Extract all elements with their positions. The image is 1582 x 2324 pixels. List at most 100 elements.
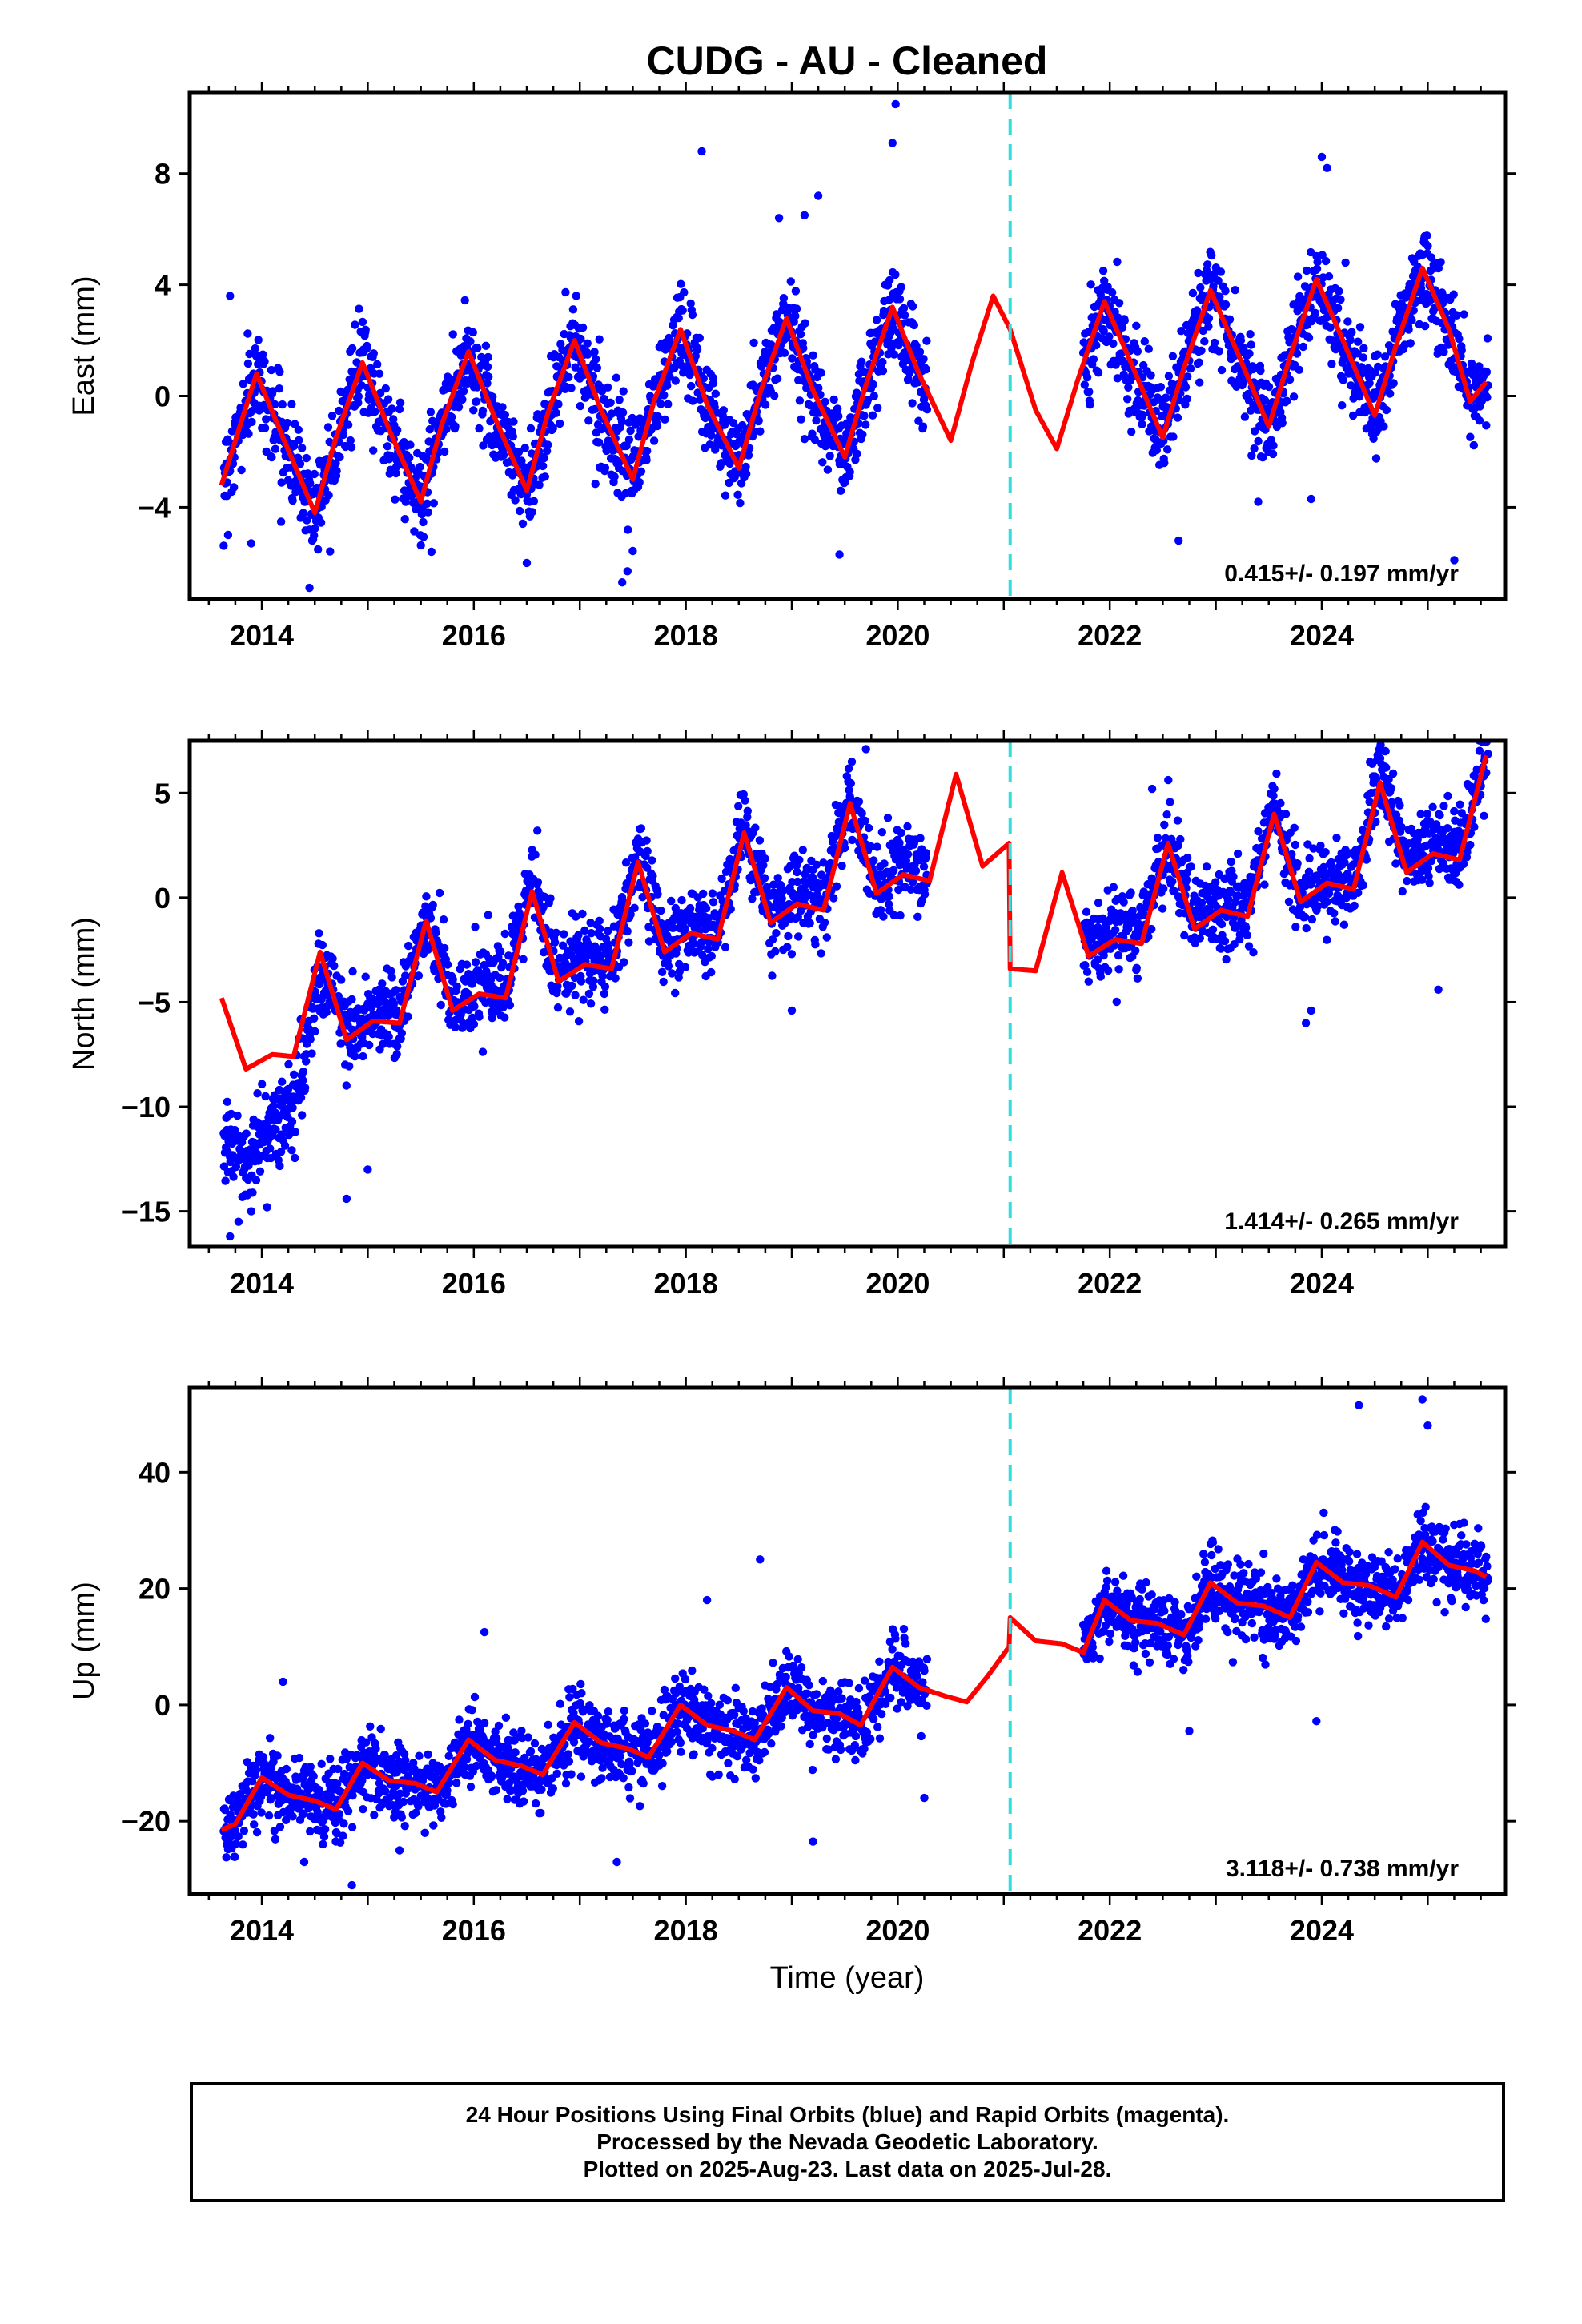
data-point bbox=[674, 973, 683, 982]
data-point bbox=[825, 452, 834, 460]
data-point bbox=[1084, 977, 1094, 986]
data-point bbox=[1452, 311, 1461, 320]
data-point bbox=[473, 344, 482, 352]
data-point bbox=[401, 497, 410, 506]
data-point bbox=[505, 1001, 515, 1010]
data-point bbox=[428, 900, 437, 910]
data-point bbox=[387, 404, 396, 413]
data-point bbox=[1173, 816, 1182, 825]
data-point bbox=[230, 483, 239, 492]
data-point bbox=[787, 950, 797, 959]
data-point bbox=[440, 447, 449, 456]
data-point bbox=[741, 821, 750, 830]
data-point bbox=[604, 943, 612, 952]
data-point bbox=[254, 336, 263, 344]
data-point bbox=[509, 417, 518, 426]
data-point bbox=[1214, 276, 1223, 285]
data-point bbox=[1126, 888, 1135, 897]
data-point bbox=[588, 983, 598, 991]
data-point bbox=[518, 519, 528, 529]
data-point bbox=[1347, 328, 1356, 336]
data-point bbox=[460, 296, 469, 305]
data-point bbox=[817, 368, 825, 377]
data-point bbox=[1327, 360, 1336, 368]
data-point bbox=[423, 499, 432, 508]
data-point bbox=[327, 412, 337, 420]
data-point bbox=[471, 923, 480, 931]
data-point bbox=[522, 490, 532, 499]
data-point bbox=[391, 495, 400, 504]
data-point bbox=[1221, 300, 1231, 309]
data-point bbox=[442, 424, 451, 434]
data-point bbox=[260, 424, 270, 432]
data-point bbox=[1324, 272, 1334, 281]
data-point bbox=[576, 401, 584, 411]
data-point bbox=[1144, 344, 1154, 353]
data-point bbox=[624, 938, 633, 947]
data-point bbox=[914, 416, 923, 425]
data-point bbox=[469, 406, 478, 415]
data-point bbox=[347, 443, 356, 452]
data-point bbox=[1175, 396, 1184, 405]
data-point bbox=[913, 912, 922, 922]
data-point bbox=[636, 467, 646, 476]
data-point bbox=[291, 1128, 300, 1136]
data-point bbox=[1423, 242, 1432, 251]
data-point bbox=[1312, 264, 1322, 273]
data-point bbox=[223, 1097, 231, 1107]
data-point bbox=[310, 531, 319, 540]
data-point bbox=[667, 896, 676, 906]
data-point bbox=[921, 849, 931, 858]
data-point bbox=[324, 491, 333, 500]
data-point bbox=[436, 1000, 445, 1010]
data-point bbox=[1124, 383, 1133, 392]
data-point bbox=[1334, 304, 1343, 312]
data-point bbox=[863, 396, 873, 404]
data-point bbox=[833, 404, 842, 413]
data-point bbox=[624, 525, 632, 534]
data-point bbox=[499, 451, 508, 460]
data-point bbox=[1482, 368, 1492, 376]
data-point bbox=[419, 517, 428, 527]
data-point bbox=[267, 365, 276, 375]
data-point bbox=[315, 929, 323, 938]
data-point bbox=[410, 527, 419, 536]
data-point bbox=[1158, 904, 1167, 913]
data-point bbox=[574, 931, 583, 939]
data-point bbox=[1381, 746, 1390, 756]
data-point bbox=[1229, 872, 1238, 881]
data-point bbox=[691, 947, 700, 956]
data-point bbox=[885, 892, 893, 901]
data-point bbox=[705, 440, 714, 449]
data-point bbox=[554, 400, 563, 408]
data-point bbox=[1482, 421, 1491, 430]
data-point bbox=[725, 459, 734, 468]
data-point bbox=[419, 533, 428, 541]
data-point bbox=[895, 295, 905, 304]
data-point bbox=[1256, 366, 1265, 376]
data-point bbox=[801, 319, 809, 328]
data-point bbox=[660, 391, 669, 400]
data-point bbox=[302, 453, 311, 463]
outlier-point bbox=[1323, 163, 1331, 172]
data-point bbox=[1196, 283, 1205, 292]
data-point bbox=[1348, 411, 1358, 420]
data-point bbox=[1131, 946, 1140, 955]
data-point bbox=[429, 499, 438, 508]
data-point bbox=[1447, 316, 1456, 324]
data-point bbox=[744, 451, 753, 460]
data-point bbox=[572, 292, 580, 300]
data-point bbox=[244, 429, 253, 438]
data-point bbox=[336, 1039, 345, 1048]
data-point bbox=[656, 400, 665, 408]
data-point bbox=[903, 822, 912, 831]
data-point bbox=[580, 926, 589, 935]
data-point bbox=[422, 892, 431, 901]
data-point bbox=[918, 422, 928, 431]
data-point bbox=[345, 1062, 354, 1071]
data-point bbox=[734, 802, 743, 810]
data-point bbox=[552, 408, 560, 417]
data-point bbox=[1132, 963, 1142, 973]
